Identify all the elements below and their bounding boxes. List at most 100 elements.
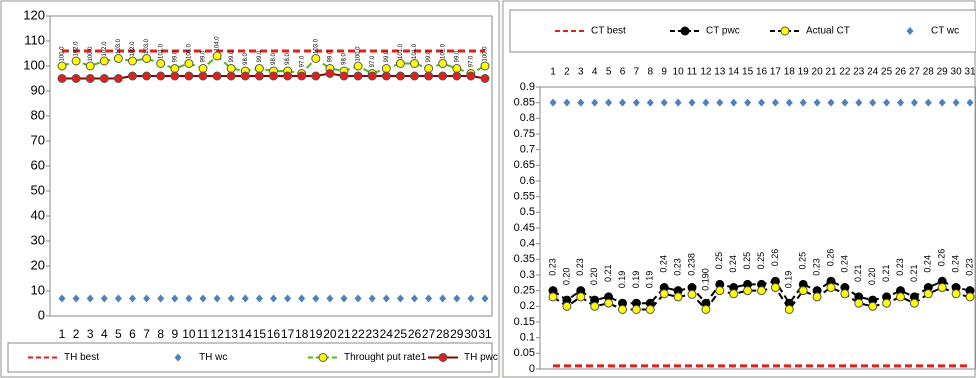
marker — [730, 290, 738, 298]
x-tick-label: 5 — [606, 67, 612, 78]
y-tick-label: 0.7 — [520, 144, 535, 156]
data-label: 103.0 — [144, 38, 150, 54]
marker — [785, 305, 793, 313]
marker — [674, 293, 682, 301]
x-tick-label: 19 — [798, 67, 810, 78]
marker — [702, 305, 710, 313]
x-tick-label: 26 — [895, 67, 907, 78]
x-tick-label: 3 — [578, 67, 584, 78]
x-tick-label: 22 — [839, 67, 851, 78]
data-label: 0.19 — [784, 271, 794, 289]
marker — [744, 287, 752, 295]
x-tick-label: 7 — [143, 327, 150, 341]
x-tick-label: 31 — [478, 327, 492, 341]
x-tick-label: 21 — [337, 327, 351, 341]
y-tick-label: 0.65 — [514, 159, 535, 171]
marker — [716, 287, 724, 295]
marker — [382, 72, 390, 80]
y-tick-label: 0 — [529, 363, 535, 375]
marker — [143, 72, 151, 80]
data-label: 0.21 — [603, 264, 613, 282]
data-label: 0.24 — [839, 255, 849, 273]
y-tick-label: 20 — [31, 257, 45, 272]
marker — [171, 72, 179, 80]
x-tick-label: 12 — [210, 327, 224, 341]
data-label: 103.0 — [116, 38, 122, 54]
y-tick-label: 80 — [31, 107, 45, 122]
data-label: 99.0 — [384, 50, 390, 62]
data-label: 101.0 — [412, 43, 418, 59]
x-tick-label: 28 — [436, 327, 450, 341]
data-label: 0.26 — [825, 249, 835, 267]
x-tick-label: 9 — [661, 67, 667, 78]
x-tick-label: 27 — [422, 327, 436, 341]
data-label: 99.0 — [229, 50, 235, 62]
data-label: 101.0 — [398, 43, 404, 59]
marker — [439, 354, 447, 362]
data-label: 0.238 — [686, 253, 696, 276]
y-tick-label: 0.25 — [514, 285, 535, 297]
x-tick-label: 8 — [648, 67, 654, 78]
x-tick-label: 14 — [728, 67, 740, 78]
marker — [481, 62, 489, 70]
y-tick-label: 0.15 — [514, 316, 535, 328]
marker — [354, 62, 362, 70]
y-tick-label: 0.3 — [520, 269, 535, 281]
marker — [199, 72, 207, 80]
legend-label: TH wc — [199, 352, 227, 363]
x-tick-label: 30 — [464, 327, 478, 341]
screenshot: 0102030405060708090100110120123456789101… — [0, 0, 976, 378]
x-tick-label: 11 — [197, 327, 210, 341]
x-tick-label: 4 — [592, 67, 598, 78]
x-tick-label: 18 — [295, 327, 309, 341]
marker — [185, 72, 193, 80]
marker — [549, 293, 557, 301]
data-label: 99.0 — [172, 50, 178, 62]
marker — [185, 60, 193, 68]
x-tick-label: 12 — [700, 67, 712, 78]
marker — [298, 72, 306, 80]
data-label: 0.20 — [561, 268, 571, 286]
data-label: 0.24 — [923, 255, 933, 273]
x-tick-label: 20 — [812, 67, 824, 78]
marker — [813, 293, 821, 301]
x-tick-label: 30 — [951, 67, 963, 78]
y-tick-label: 0.05 — [514, 347, 535, 359]
y-tick-label: 0.9 — [520, 81, 535, 93]
x-tick-label: 13 — [225, 327, 239, 341]
data-label: 99.0 — [327, 50, 333, 62]
x-tick-label: 10 — [673, 67, 685, 78]
x-tick-label: 1 — [59, 327, 66, 341]
marker — [439, 72, 447, 80]
data-label: 0.25 — [714, 252, 724, 270]
legend-label: CT wc — [931, 26, 959, 37]
x-tick-label: 8 — [157, 327, 164, 341]
y-tick-label: 0.1 — [520, 332, 535, 344]
y-tick-label: 0.2 — [520, 300, 535, 312]
marker — [255, 65, 263, 73]
x-tick-label: 6 — [620, 67, 626, 78]
marker — [86, 75, 94, 83]
marker — [924, 290, 932, 298]
x-tick-label: 23 — [366, 327, 380, 341]
x-tick-label: 11 — [687, 67, 698, 78]
data-label: 0.20 — [589, 268, 599, 286]
marker — [270, 72, 278, 80]
y-tick-label: 0.4 — [520, 238, 535, 250]
marker — [855, 299, 863, 307]
y-tick-label: 40 — [31, 207, 45, 222]
marker — [199, 65, 207, 73]
marker — [897, 293, 905, 301]
legend-label: TH best — [64, 352, 99, 363]
right-panel — [503, 1, 975, 377]
y-tick-label: 120 — [23, 7, 45, 22]
marker — [100, 57, 108, 65]
marker — [425, 65, 433, 73]
y-tick-label: 50 — [31, 182, 45, 197]
marker — [227, 65, 235, 73]
x-tick-label: 29 — [450, 327, 464, 341]
marker — [72, 57, 80, 65]
x-tick-label: 19 — [309, 327, 323, 341]
data-label: 103.0 — [313, 38, 319, 54]
marker — [966, 293, 974, 301]
